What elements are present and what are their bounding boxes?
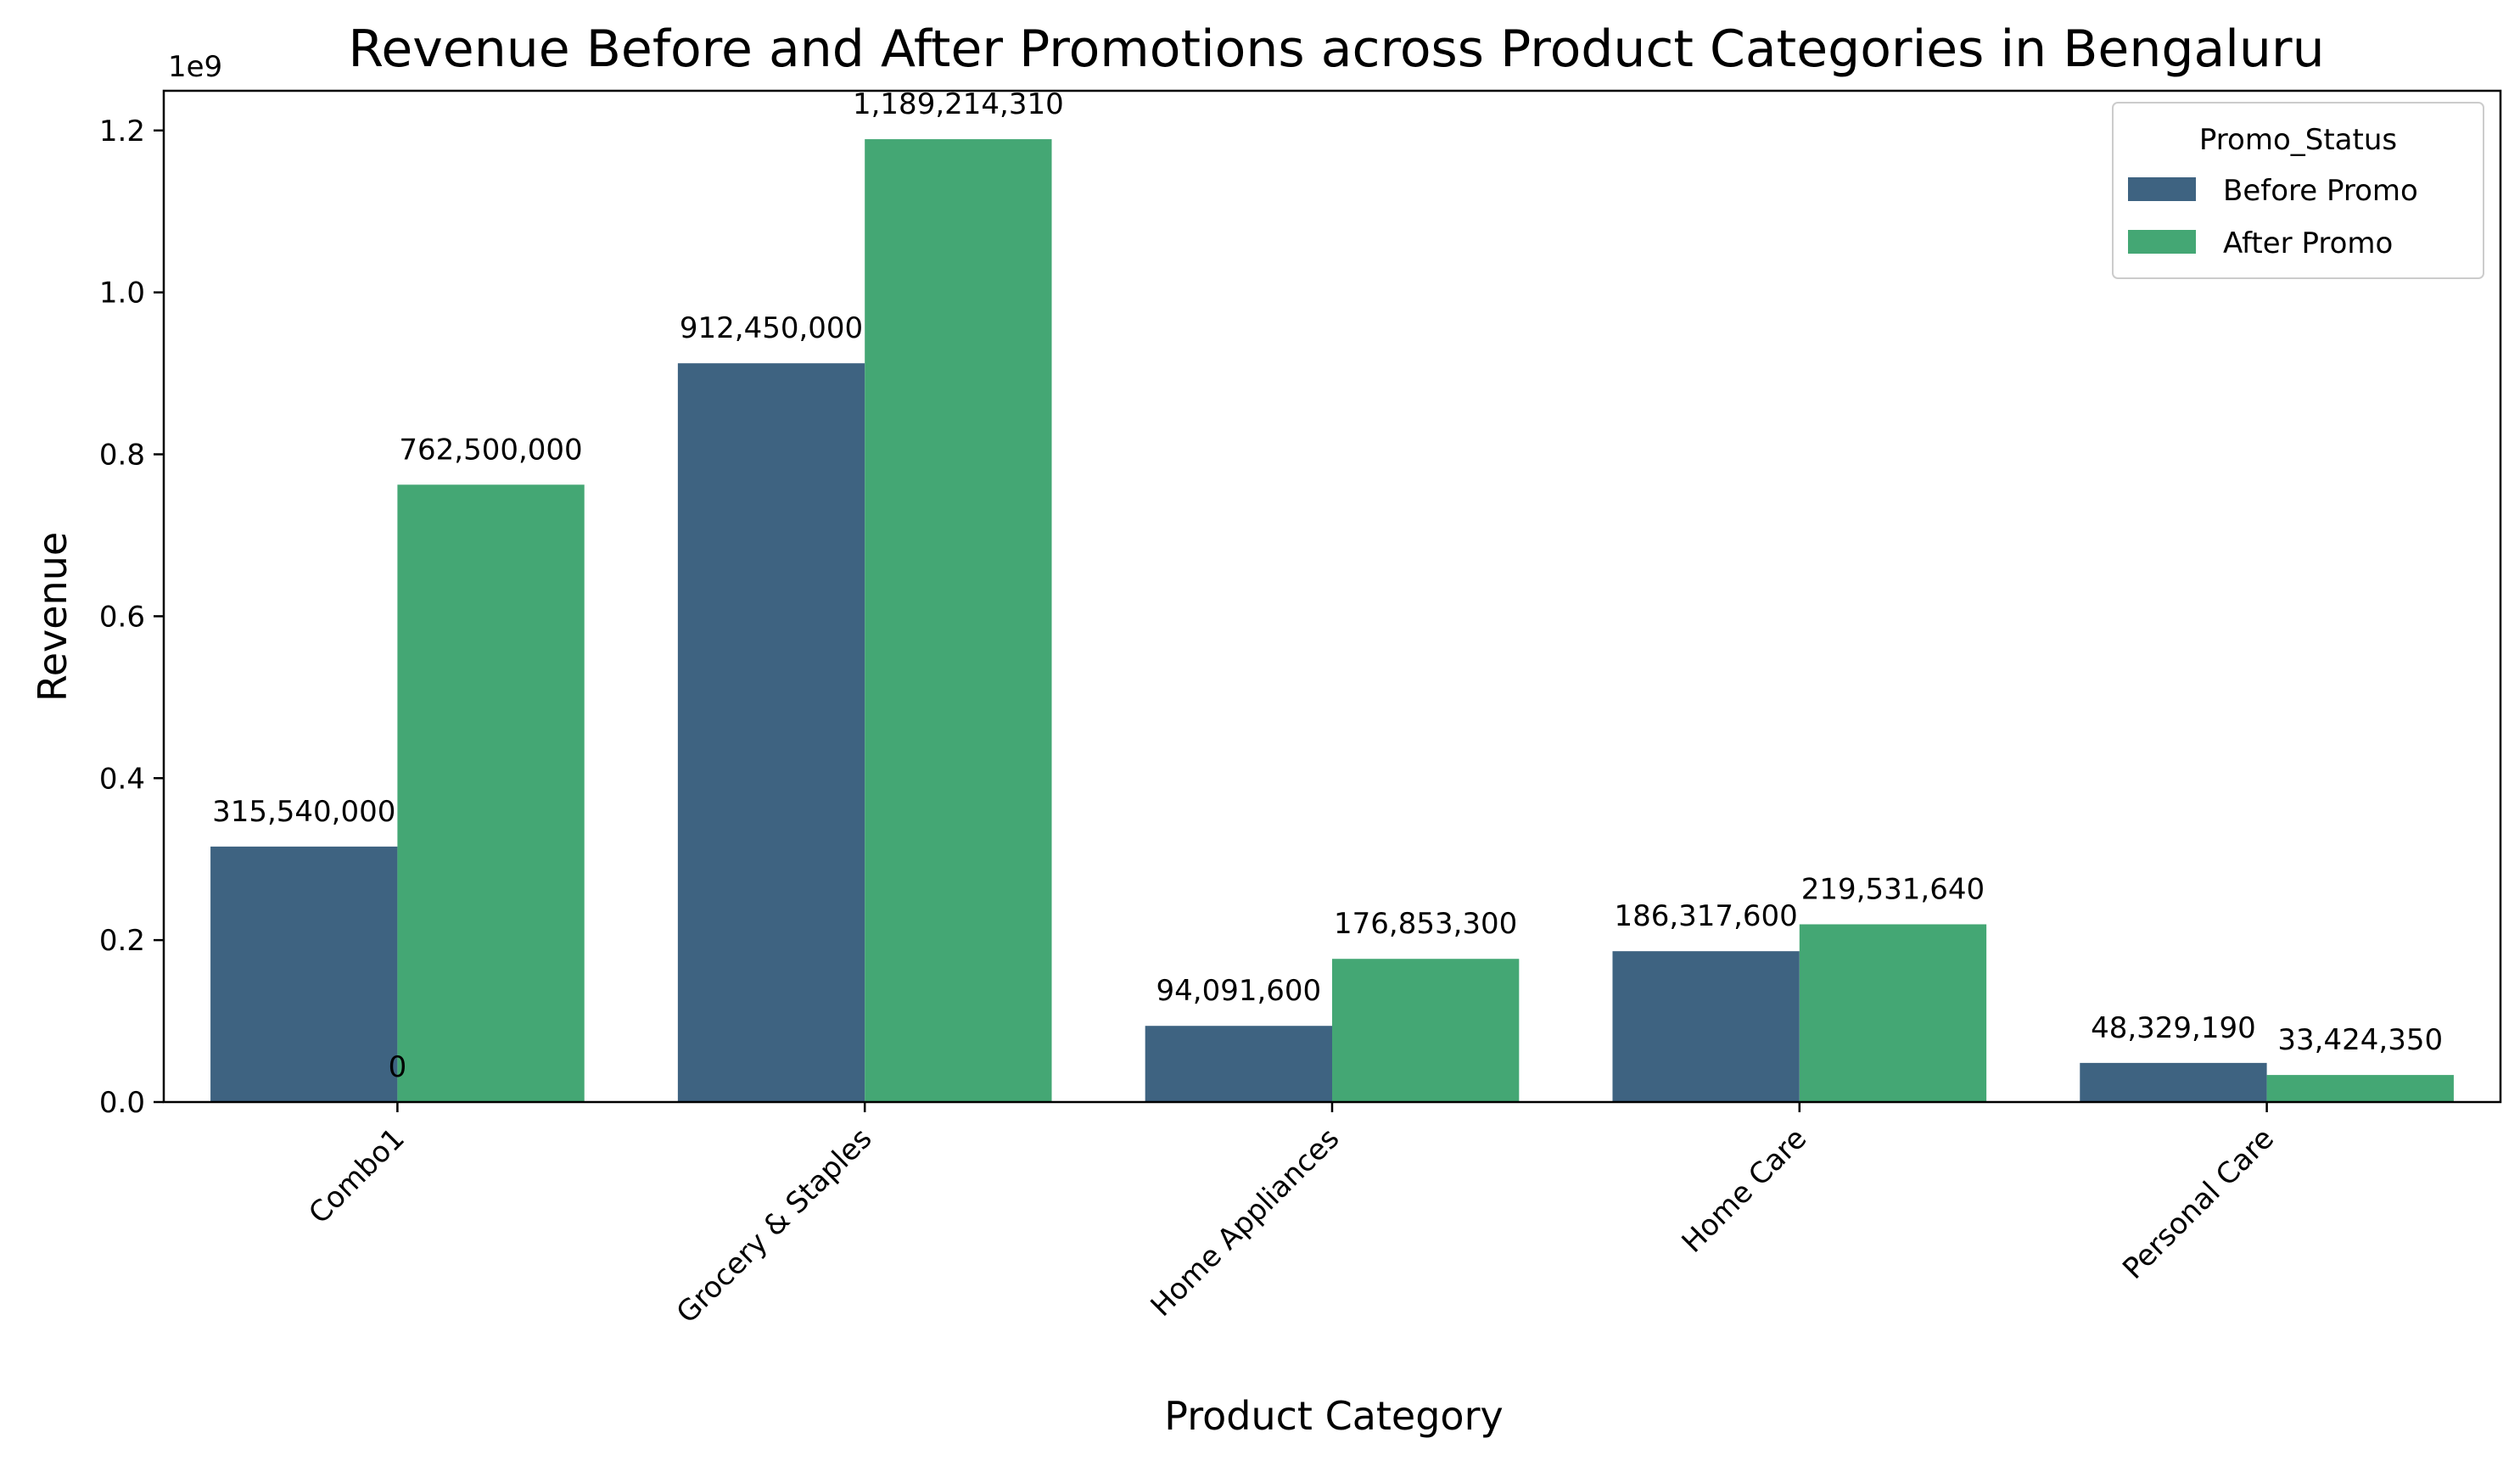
data-label-after-2: 176,853,300 (1334, 907, 1517, 941)
y-tick-label-0: 0.0 (99, 1086, 145, 1120)
x-tick-label-3: Home Care (1676, 1122, 1814, 1260)
y-tick-label-3: 0.6 (99, 600, 145, 634)
y-axis-label: Revenue (30, 532, 76, 702)
bar-before-3 (1612, 951, 1800, 1102)
y-axis-offset-label: 1e9 (168, 50, 222, 84)
bar-before-4 (2080, 1062, 2267, 1102)
legend-box (2112, 102, 2484, 279)
bar-before-2 (1145, 1026, 1332, 1102)
bar-after-0 (397, 484, 585, 1102)
data-label-before-0: 315,540,000 (212, 795, 395, 829)
data-label-zero: 0 (389, 1050, 407, 1084)
legend: Promo_Status Before Promo After Promo (2112, 102, 2484, 279)
bar-after-1 (865, 139, 1052, 1103)
chart-title: Revenue Before and After Promotions acro… (348, 20, 2324, 79)
legend-label-after: After Promo (2223, 227, 2393, 260)
data-label-after-0: 762,500,000 (399, 433, 582, 467)
x-tick-label-0: Combo1 (302, 1122, 411, 1230)
y-tick-label-1: 0.2 (99, 924, 145, 958)
y-tick-label-2: 0.4 (99, 762, 145, 796)
y-tick-label-5: 1.0 (99, 277, 145, 311)
x-tick-label-4: Personal Care (2116, 1122, 2281, 1286)
legend-swatch-after (2128, 230, 2196, 254)
bar-after-3 (1799, 924, 1987, 1102)
legend-title: Promo_Status (2199, 123, 2397, 157)
bar-before-1 (677, 363, 865, 1102)
data-label-before-2: 94,091,600 (1156, 974, 1322, 1008)
data-label-before-1: 912,450,000 (680, 311, 863, 345)
x-tick-label-1: Grocery & Staples (670, 1122, 879, 1330)
legend-swatch-before (2128, 177, 2196, 201)
data-label-after-1: 1,189,214,310 (853, 87, 1064, 121)
y-tick-label-4: 0.8 (99, 439, 145, 473)
data-label-after-4: 33,424,350 (2277, 1023, 2443, 1057)
x-tick-label-2: Home Appliances (1145, 1122, 1347, 1323)
data-label-before-4: 48,329,190 (2091, 1011, 2256, 1045)
legend-label-before: Before Promo (2223, 174, 2418, 208)
plot-area: 315,540,000 912,450,000 94,091,600 186,317,… (99, 87, 2502, 1330)
bar-before-0 (210, 846, 398, 1102)
y-tick-label-6: 1.2 (99, 115, 145, 148)
bar-after-2 (1332, 959, 1520, 1102)
data-label-after-3: 219,531,640 (1801, 872, 1985, 906)
x-axis-label: Product Category (1164, 1393, 1503, 1439)
data-label-before-3: 186,317,600 (1614, 899, 1797, 933)
bar-after-4 (2266, 1075, 2454, 1102)
